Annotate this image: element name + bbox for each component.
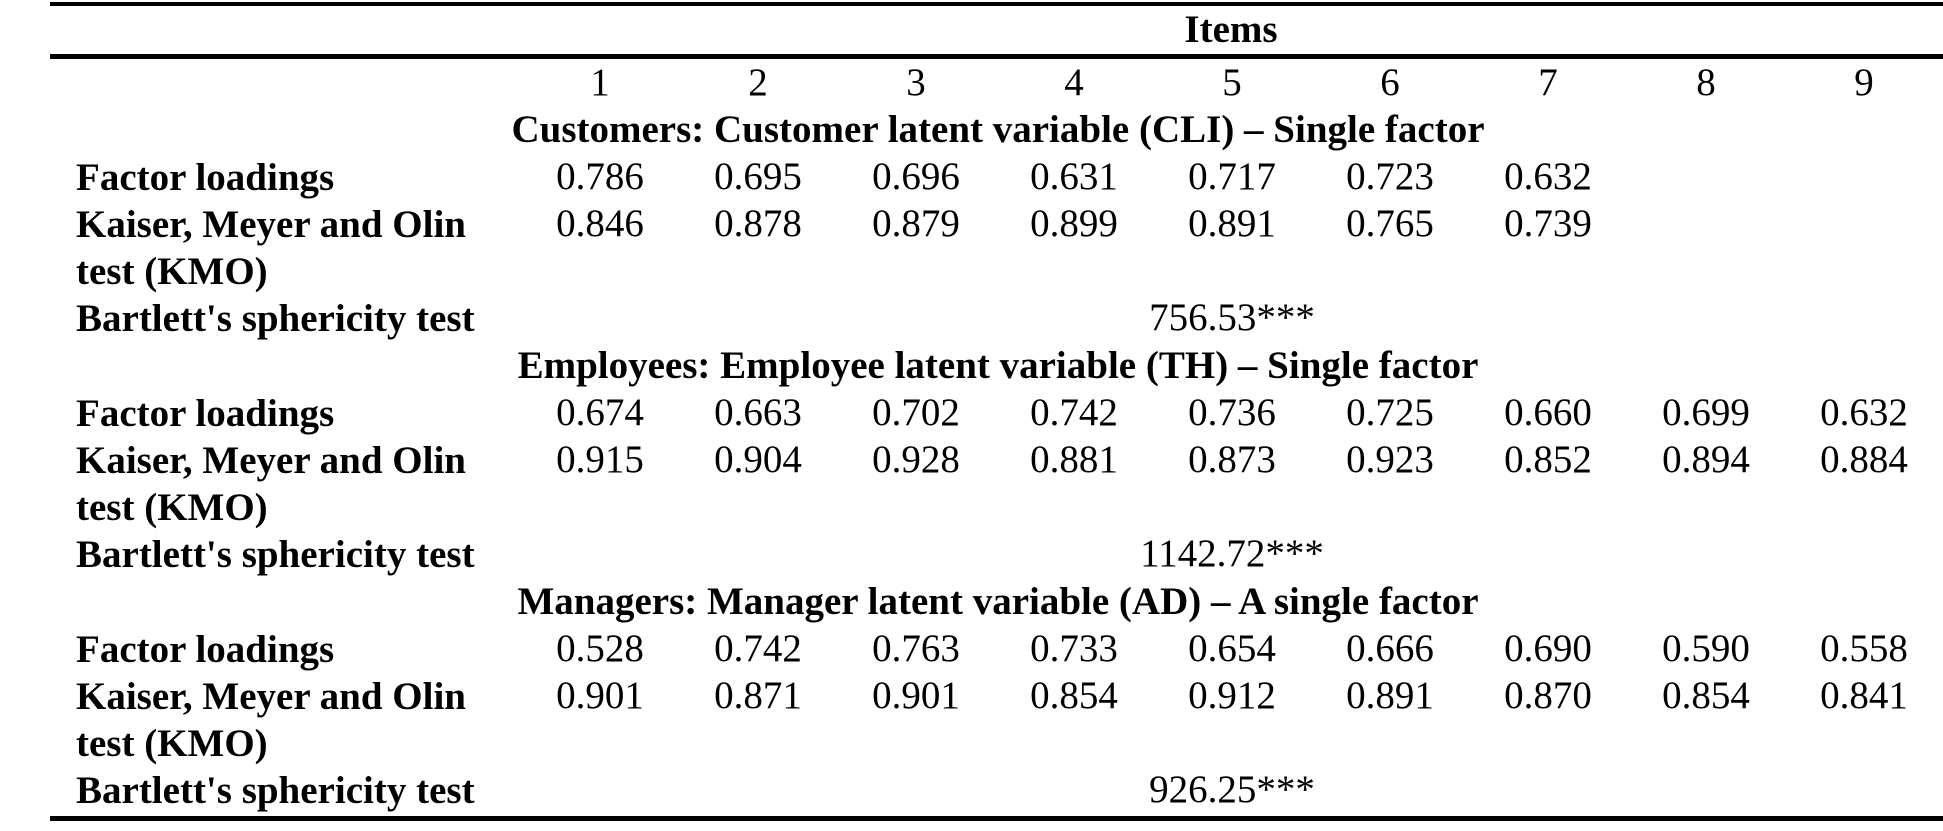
table-cell: 0.690: [1504, 627, 1592, 670]
column-header-6: 6: [1380, 61, 1400, 104]
table-cell: 0.928: [872, 438, 960, 481]
table-cell: 0.765: [1346, 202, 1434, 245]
bartlett-value-employees: 1142.72***: [1140, 532, 1324, 575]
section-title-managers: Managers: Manager latent variable (AD) –…: [517, 580, 1479, 623]
table-cell: 0.923: [1346, 438, 1434, 481]
row-label-kmo-line2: test (KMO): [76, 722, 268, 765]
table-cell: 0.891: [1188, 202, 1276, 245]
table-cell: 0.590: [1662, 627, 1750, 670]
table-cell: 0.723: [1346, 155, 1434, 198]
table-cell: 0.870: [1504, 674, 1592, 717]
bartlett-value-managers: 926.25***: [1149, 768, 1315, 811]
table-cell: 0.854: [1662, 674, 1750, 717]
table-cell: 0.912: [1188, 674, 1276, 717]
table-cell: 0.654: [1188, 627, 1276, 670]
row-label-bartlett: Bartlett's sphericity test: [76, 769, 475, 812]
table-cell: 0.871: [714, 674, 802, 717]
table-cell: 0.632: [1820, 391, 1908, 434]
column-header-2: 2: [748, 61, 768, 104]
items-header: Items: [1184, 8, 1278, 51]
table-cell: 0.528: [556, 627, 644, 670]
section-title-employees: Employees: Employee latent variable (TH)…: [517, 344, 1479, 387]
table-cell: 0.736: [1188, 391, 1276, 434]
table-cell: 0.742: [714, 627, 802, 670]
table-cell: 0.901: [872, 674, 960, 717]
bartlett-value-customers: 756.53***: [1149, 296, 1315, 339]
row-label-kmo: Kaiser, Meyer and Olin: [76, 203, 466, 246]
table-cell: 0.699: [1662, 391, 1750, 434]
table-cell: 0.631: [1030, 155, 1118, 198]
table-cell: 0.674: [556, 391, 644, 434]
row-label-factor-loadings: Factor loadings: [76, 628, 335, 671]
column-header-9: 9: [1854, 61, 1874, 104]
table-cell: 0.786: [556, 155, 644, 198]
table-cell: 0.558: [1820, 627, 1908, 670]
table-cell: 0.852: [1504, 438, 1592, 481]
table-cell: 0.739: [1504, 202, 1592, 245]
table-cell: 0.666: [1346, 627, 1434, 670]
column-header-8: 8: [1696, 61, 1716, 104]
table-cell: 0.725: [1346, 391, 1434, 434]
column-header-5: 5: [1222, 61, 1242, 104]
table-cell: 0.904: [714, 438, 802, 481]
row-label-kmo: Kaiser, Meyer and Olin: [76, 439, 466, 482]
table-cell: 0.763: [872, 627, 960, 670]
table-cell: 0.695: [714, 155, 802, 198]
row-label-kmo-line2: test (KMO): [76, 486, 268, 529]
table-cell: 0.632: [1504, 155, 1592, 198]
table-cell: 0.733: [1030, 627, 1118, 670]
table-cell: 0.894: [1662, 438, 1750, 481]
column-header-3: 3: [906, 61, 926, 104]
table-cell: 0.899: [1030, 202, 1118, 245]
bottom-rule: [50, 816, 1943, 821]
table-cell: 0.884: [1820, 438, 1908, 481]
table-cell: 0.873: [1188, 438, 1276, 481]
table-cell: 0.901: [556, 674, 644, 717]
table-cell: 0.742: [1030, 391, 1118, 434]
table-cell: 0.696: [872, 155, 960, 198]
table-cell: 0.854: [1030, 674, 1118, 717]
row-label-bartlett: Bartlett's sphericity test: [76, 533, 475, 576]
table-cell: 0.660: [1504, 391, 1592, 434]
table-cell: 0.841: [1820, 674, 1908, 717]
row-label-factor-loadings: Factor loadings: [76, 156, 335, 199]
column-header-4: 4: [1064, 61, 1084, 104]
table-cell: 0.915: [556, 438, 644, 481]
table-cell: 0.717: [1188, 155, 1276, 198]
column-header-1: 1: [590, 61, 610, 104]
table-cell: 0.878: [714, 202, 802, 245]
row-label-kmo-line2: test (KMO): [76, 250, 268, 293]
row-label-bartlett: Bartlett's sphericity test: [76, 297, 475, 340]
table-cell: 0.663: [714, 391, 802, 434]
row-label-kmo: Kaiser, Meyer and Olin: [76, 675, 466, 718]
header-rule: [50, 54, 1943, 59]
table-cell: 0.702: [872, 391, 960, 434]
table-cell: 0.846: [556, 202, 644, 245]
column-header-7: 7: [1538, 61, 1558, 104]
table-cell: 0.891: [1346, 674, 1434, 717]
section-title-customers: Customers: Customer latent variable (CLI…: [511, 108, 1485, 151]
top-rule: [50, 2, 1943, 6]
row-label-factor-loadings: Factor loadings: [76, 392, 335, 435]
table-cell: 0.879: [872, 202, 960, 245]
table-cell: 0.881: [1030, 438, 1118, 481]
